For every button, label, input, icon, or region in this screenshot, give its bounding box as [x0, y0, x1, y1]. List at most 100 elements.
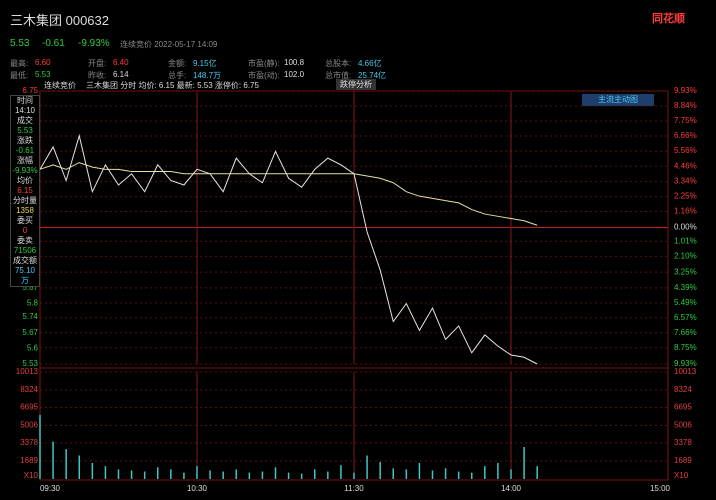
change: -0.61	[42, 38, 65, 49]
volume-bar	[510, 469, 512, 479]
sidebar-value: 75.10万	[14, 266, 36, 285]
volume-bar	[91, 462, 94, 479]
volume-bar	[405, 469, 408, 479]
volume-bar	[431, 470, 434, 479]
sidebar-label: 委卖	[17, 236, 33, 245]
volume-bar	[327, 471, 329, 479]
y-tick-label: 10013	[16, 367, 39, 376]
y-tick-label: 6695	[674, 403, 692, 412]
stat-value: 5.53	[35, 70, 51, 79]
volume-bar	[222, 471, 224, 479]
stat-label: 总股本:	[325, 59, 352, 68]
limit-button[interactable]: 跌停分析	[336, 79, 376, 90]
y2-tick-label: 4.46%	[674, 161, 697, 170]
y2-tick-label: 3.25%	[674, 267, 697, 276]
volume-bar	[196, 466, 198, 479]
y-tick-label: 5.87	[22, 283, 38, 292]
y2-tick-label: 5.49%	[674, 298, 697, 307]
volume-bar	[104, 466, 107, 479]
volume-bar	[78, 455, 80, 479]
y2-tick-label: 2.25%	[674, 192, 697, 201]
stat-label: 总市值:	[325, 71, 352, 80]
stock-title: 三木集团 000632	[10, 13, 109, 28]
y2-tick-label: 1.01%	[674, 236, 697, 245]
stat-value: 25.74亿	[358, 71, 387, 80]
x-tick-label: 11:30	[344, 484, 364, 493]
stat-value: 102.0	[284, 70, 305, 79]
y-tick-label: 6.75	[22, 86, 38, 95]
volume-bar	[497, 462, 499, 479]
volume-bar	[287, 472, 290, 479]
volume-bar	[484, 466, 486, 479]
y2-tick-label: 8.75%	[674, 343, 697, 352]
y-tick-label: 5.8	[27, 299, 39, 308]
stat-label: 市盈(动):	[248, 71, 280, 80]
volume-bar	[471, 472, 473, 479]
volume-bar	[209, 470, 211, 479]
volume-bar	[392, 468, 394, 479]
volume-bar	[366, 455, 368, 479]
sidebar-label: 成交	[17, 116, 33, 125]
status: 连续竞价 2022-05-17 14:09	[120, 40, 218, 49]
change-pct: -9.93%	[78, 38, 110, 49]
y2-tick-label: 4.39%	[674, 283, 697, 292]
x-tick-label: 10:30	[187, 484, 208, 493]
volume-bar	[536, 466, 538, 479]
stat-label: 金额:	[168, 59, 187, 68]
x-tick-label: 14:00	[501, 484, 522, 493]
y2-tick-label: 3.34%	[674, 177, 697, 186]
info-text: 三木集团 分时 均价: 6.15 最新: 5.53 涨停价: 6.75	[86, 81, 259, 90]
volume-bar	[235, 469, 237, 479]
volume-bar	[523, 446, 525, 479]
stat-value: 100.8	[284, 58, 305, 67]
y2-tick-label: 0.00%	[674, 223, 697, 232]
volume-bar	[379, 461, 381, 479]
stat-value: 6.14	[113, 70, 129, 79]
y-tick-label: 3378	[674, 438, 692, 447]
y2-tick-label: 5.56%	[674, 146, 697, 155]
sidebar-label: 涨幅	[17, 156, 33, 165]
volume-bar	[143, 471, 146, 479]
price-line	[39, 162, 538, 226]
price-line	[39, 133, 538, 365]
volume-bar	[183, 472, 185, 479]
sidebar-label: 均价	[17, 176, 33, 185]
volume-bar	[418, 462, 421, 479]
volume-bar	[248, 472, 251, 479]
y2-tick-label: 6.66%	[674, 131, 697, 140]
logo: 同花顺	[652, 13, 685, 25]
sidebar-label: 涨跌	[17, 136, 33, 145]
y-tick-label: 8324	[20, 385, 38, 394]
y2-tick-label: 9.93%	[674, 359, 697, 368]
sidebar-value: 71506	[13, 246, 37, 255]
volume-bar	[130, 470, 133, 479]
volume-bar	[117, 469, 120, 479]
volume-bar	[39, 414, 41, 479]
y-tick-label: 5.6	[27, 343, 39, 352]
x-tick-label: 15:00	[650, 484, 671, 493]
y2-tick-label: 2.10%	[674, 251, 697, 260]
y2-tick-label: 9.93%	[674, 86, 697, 95]
volume-bar	[457, 471, 460, 479]
y-tick-label: 1689	[20, 456, 38, 465]
volume-bar	[157, 467, 159, 479]
stat-value: 148.7万	[193, 71, 222, 80]
y-tick-label: 3378	[20, 438, 38, 447]
stat-value: 6.40	[113, 58, 129, 67]
x-tick-label: 09:30	[40, 484, 61, 493]
sidebar-value: 0	[22, 226, 28, 235]
sidebar-label: 时间	[17, 96, 33, 105]
y-tick-label: 5.67	[22, 328, 38, 337]
y-tick-label: 1689	[674, 456, 692, 465]
y2-tick-label: 1.16%	[674, 207, 697, 216]
panel-button[interactable]: 主流主动图	[582, 94, 654, 106]
y2-tick-label: 8.84%	[674, 101, 697, 110]
volume-bar	[170, 469, 172, 479]
volume-bar	[353, 472, 355, 479]
y2-tick-label: 7.66%	[674, 328, 697, 337]
stat-label: 昨收:	[88, 71, 107, 80]
stat-value: 6.60	[35, 58, 51, 67]
volume-bar	[52, 441, 54, 479]
sidebar-value: 1358	[16, 206, 34, 215]
